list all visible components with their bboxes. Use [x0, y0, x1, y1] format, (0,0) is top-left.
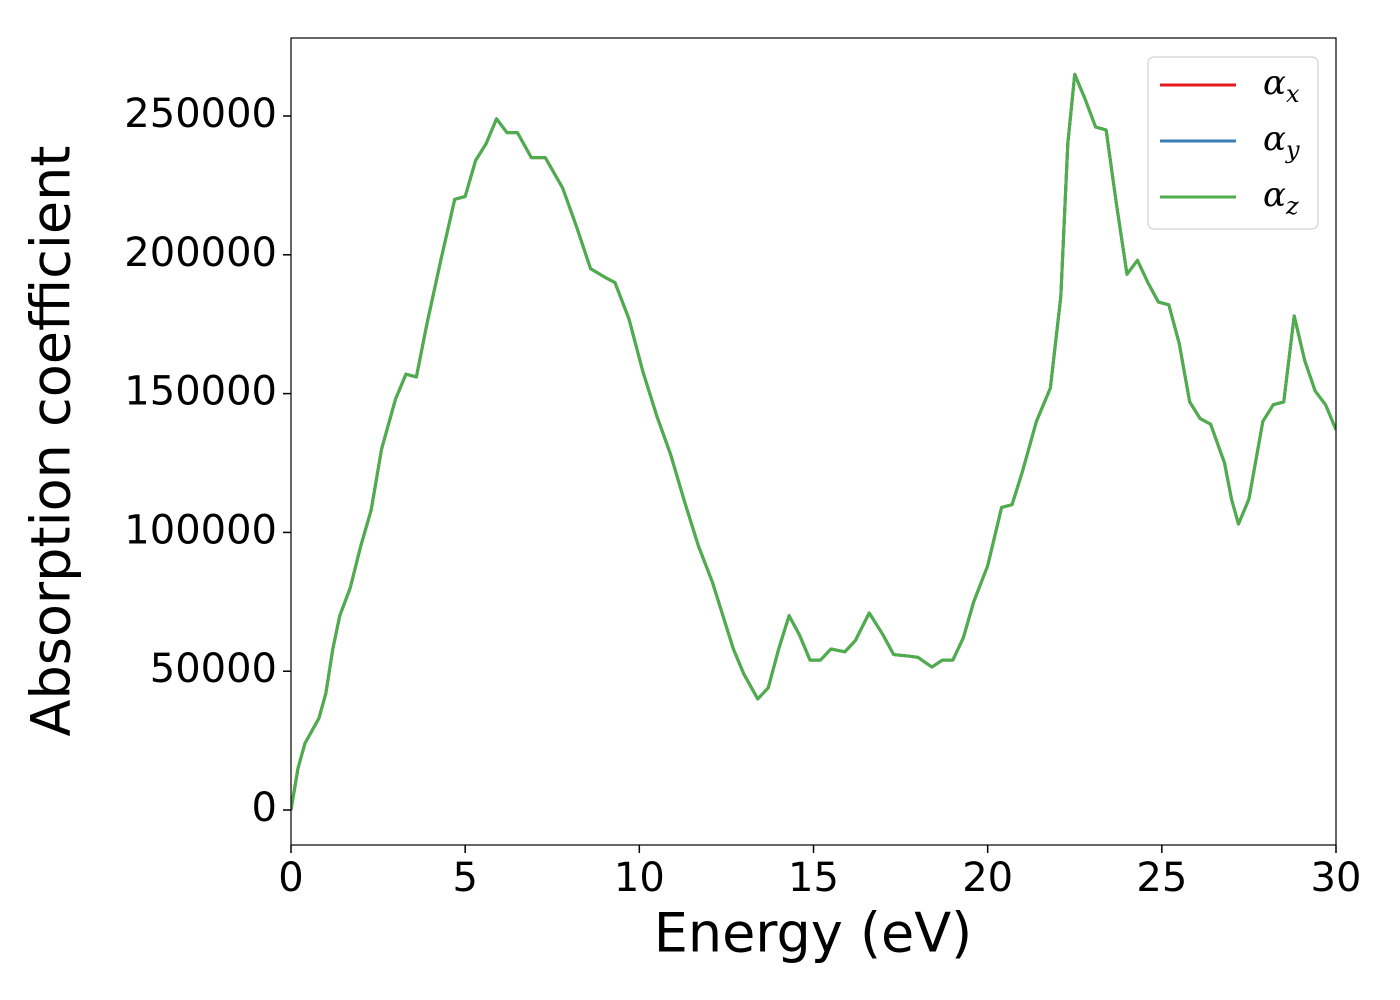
legend-label: αx — [1263, 63, 1300, 108]
x-tick-label: 30 — [1311, 855, 1362, 901]
x-tick-label: 20 — [962, 855, 1013, 901]
x-tick-label: 10 — [614, 855, 665, 901]
legend-box — [1147, 56, 1319, 230]
y-axis-label: Absorption coefficient — [20, 146, 83, 737]
legend-label: αz — [1263, 175, 1299, 220]
y-tick-label: 200000 — [124, 230, 277, 276]
x-tick-label: 25 — [1136, 855, 1187, 901]
series-line — [291, 72, 1336, 811]
plot-area — [291, 72, 1336, 811]
legend-label: αy — [1263, 119, 1300, 164]
y-tick-label: 250000 — [124, 91, 277, 137]
x-tick-label: 15 — [788, 855, 839, 901]
x-tick-label: 5 — [452, 855, 477, 901]
x-axis-label: Energy (eV) — [654, 902, 973, 965]
x-tick-label: 0 — [278, 855, 303, 901]
axes-frame — [290, 37, 1337, 846]
y-tick-label: 0 — [252, 785, 277, 831]
y-tick-label: 100000 — [124, 507, 277, 553]
y-tick-label: 50000 — [150, 646, 277, 692]
y-tick-label: 150000 — [124, 369, 277, 415]
